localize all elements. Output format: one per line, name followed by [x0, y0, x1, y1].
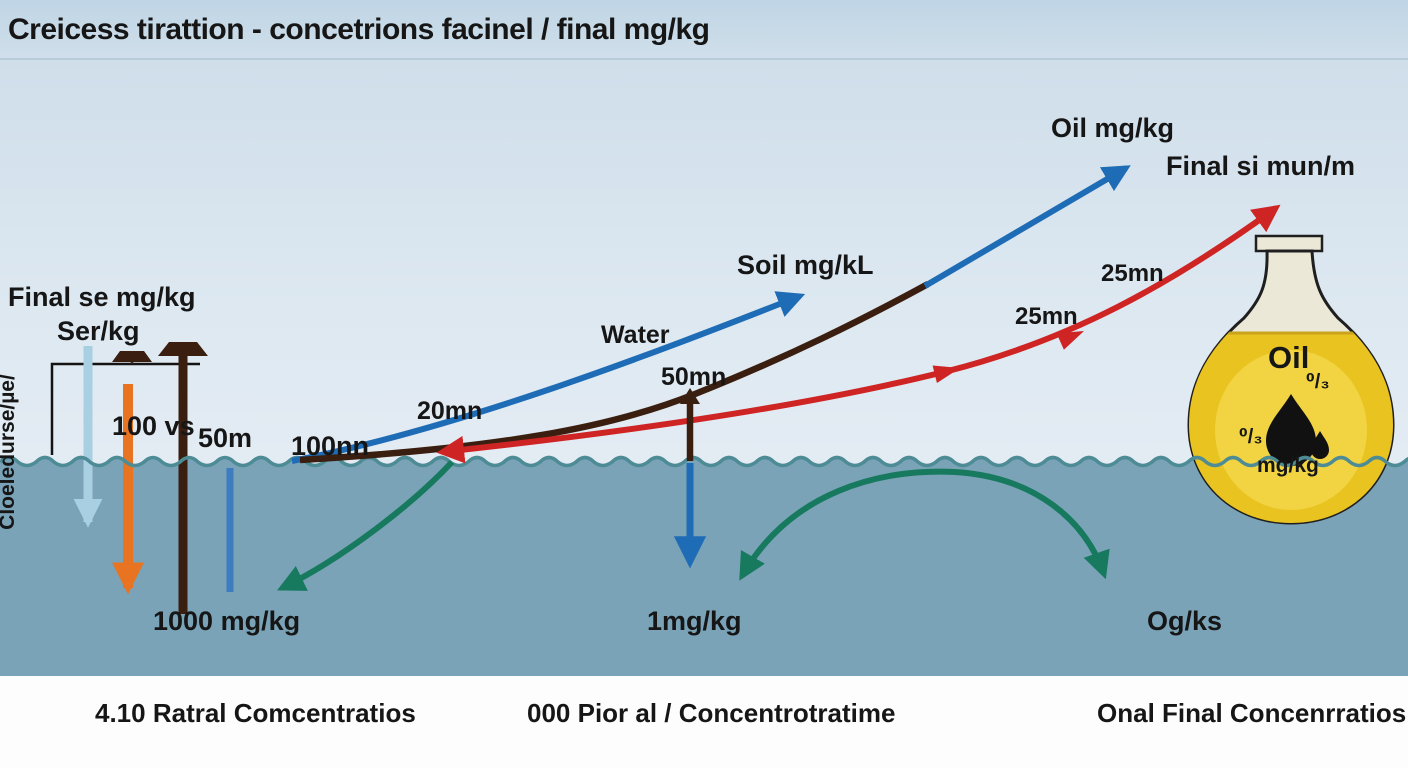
caption-prior-concentration: 000 Pior al / Concentrotratime [527, 698, 896, 728]
label-1000-mgkg: 1000 mg/kg [153, 606, 301, 636]
flask-fraction-right: ⁰/₃ [1306, 371, 1330, 393]
oil-curve-arrow [923, 165, 1131, 289]
label-25mn-upper: 25mn [1101, 260, 1164, 287]
flask-label-unit: mg/kg [1257, 454, 1319, 477]
caption-final-concentrations: Onal Final Concenrratios [1097, 698, 1407, 728]
oil-droplet-icon-small [1311, 431, 1329, 459]
label-final-si: Final si mun/m [1166, 151, 1356, 181]
flask-fraction-left: ⁰/₃ [1239, 426, 1263, 448]
label-final-se: Final se mg/kg [8, 282, 196, 312]
label-1mgkg: 1mg/kg [647, 606, 742, 636]
diagram-title: Creicess tirattion - concetrions facinel… [8, 13, 710, 46]
label-100-vs: 100 vs [112, 411, 195, 441]
label-25mn-lower: 25mn [1015, 303, 1078, 330]
y-axis-label: Cloeledurse/µe/ [0, 374, 19, 530]
label-50mn: 50mn [661, 363, 727, 391]
flask-icon [1187, 234, 1395, 525]
label-50m: 50m [198, 423, 253, 453]
sample-drop-arrow [277, 459, 455, 591]
label-oil-mgkg: Oil mg/kg [1051, 113, 1175, 143]
title-band-divider [0, 58, 1408, 60]
label-20mn: 20mn [417, 397, 483, 425]
caption-area [0, 676, 1408, 768]
brown-tick-arrowhead [680, 388, 700, 404]
label-ser-kg: Ser/kg [57, 316, 140, 346]
flask-label-oil: Oil [1268, 340, 1310, 375]
label-ogks: Og/ks [1147, 606, 1223, 636]
umbrella-icon-small [112, 351, 152, 362]
final-curve-arrow [436, 204, 1281, 464]
label-soil-mgkl: Soil mg/kL [737, 250, 874, 280]
flask-cap [1254, 234, 1324, 253]
red-mid-arrowhead-2 [1056, 331, 1084, 350]
label-water: Water [601, 321, 670, 349]
red-mid-arrowhead-1 [932, 365, 960, 384]
label-100nn: 100nn [291, 431, 370, 461]
water-body [0, 457, 1408, 676]
measure-bracket [50, 362, 200, 455]
caption-initial-concentrations: 4.10 Ratral Comcentratios [95, 698, 416, 728]
sample-arc-arrow [739, 468, 1110, 581]
umbrella-icon-large [158, 342, 208, 356]
